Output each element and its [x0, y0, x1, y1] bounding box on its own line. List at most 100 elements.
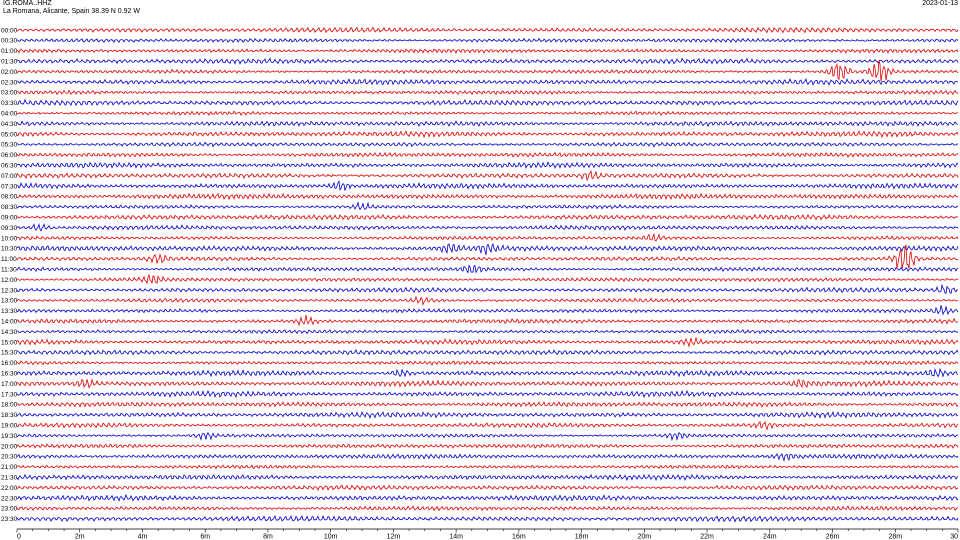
seismogram-trace	[16, 141, 959, 148]
x-axis: 0 2m 4m 6m 8m 10m 12m 14m 16m 18m 20m 22m 24m 26m 28m 3…	[16, 528, 959, 540]
seismogram-trace	[16, 315, 959, 327]
x-tick-label: 12m	[387, 534, 401, 540]
seismogram-trace	[16, 452, 959, 462]
row-label: 13:30	[1, 308, 18, 315]
row-label: 02:30	[1, 79, 18, 86]
seismogram-trace	[16, 244, 959, 270]
seismogram-trace	[16, 110, 959, 117]
row-label: 20:00	[1, 443, 18, 450]
x-tick-label: 4m	[138, 534, 148, 540]
row-label: 19:30	[1, 433, 18, 440]
row-label: 15:30	[1, 350, 18, 357]
seismogram-trace	[16, 464, 959, 470]
row-label: 20:30	[1, 454, 18, 461]
seismogram-trace	[16, 505, 959, 512]
row-label: 08:30	[1, 204, 18, 211]
row-time-labels: 00:00 00:30 01:00 01:30 02:00 02:30 03:00 03:30…	[1, 27, 18, 523]
seismogram-trace	[16, 431, 959, 442]
row-label: 09:30	[1, 225, 18, 232]
row-label: 00:30	[1, 38, 18, 45]
row-label: 09:00	[1, 215, 18, 222]
row-label: 11:30	[1, 267, 17, 274]
seismogram-trace	[16, 26, 959, 34]
row-label: 15:00	[1, 339, 18, 346]
row-label: 14:30	[1, 329, 18, 336]
x-tick-label: 14m	[449, 534, 463, 540]
seismogram-trace	[16, 98, 959, 107]
row-label: 22:30	[1, 495, 18, 502]
seismogram-trace	[16, 201, 959, 211]
seismogram-trace	[16, 180, 959, 191]
row-label: 16:30	[1, 371, 18, 378]
row-label: 08:00	[1, 194, 18, 201]
seismogram-trace	[16, 77, 959, 86]
seismogram-trace	[16, 410, 959, 419]
row-label: 18:00	[1, 402, 18, 409]
seismogram-trace	[16, 389, 959, 399]
seismogram-trace	[16, 283, 959, 295]
seismogram-trace	[16, 161, 959, 169]
seismogram-trace	[16, 192, 959, 201]
seismogram-trace	[16, 37, 959, 43]
seismogram-trace	[16, 378, 959, 389]
row-label: 10:00	[1, 235, 18, 242]
seismogram-trace	[16, 213, 959, 221]
plot-header: IG.ROMA..HHZ La Romana, Alicante, Spain …	[0, 0, 960, 20]
seismogram-trace	[16, 273, 959, 285]
station-location: La Romana, Alicante, Spain 38.39 N 0.92 …	[3, 8, 140, 15]
seismogram-trace	[16, 348, 959, 356]
seismogram-trace	[16, 401, 959, 408]
row-label: 22:00	[1, 485, 18, 492]
row-label: 21:30	[1, 475, 18, 482]
row-label: 19:00	[1, 423, 18, 430]
x-tick-label: 0	[17, 534, 21, 540]
seismogram-trace	[16, 305, 959, 316]
seismogram-trace	[16, 484, 959, 492]
seismogram-trace	[16, 264, 959, 274]
row-label: 17:00	[1, 381, 18, 388]
seismogram-trace	[16, 443, 959, 449]
row-label: 23:00	[1, 506, 18, 513]
row-label: 06:30	[1, 163, 18, 170]
x-tick-label: 16m	[512, 534, 526, 540]
seismogram-trace	[16, 328, 959, 335]
seismogram-trace	[16, 337, 959, 348]
seismogram-trace	[16, 151, 959, 158]
row-label: 11:00	[1, 256, 17, 263]
seismogram-trace	[16, 473, 959, 482]
x-tick-label: 20m	[638, 534, 652, 540]
row-label: 07:30	[1, 183, 18, 190]
row-label: 06:00	[1, 152, 18, 159]
row-label: 03:00	[1, 90, 18, 97]
row-label: 01:00	[1, 48, 18, 55]
row-label: 10:30	[1, 246, 18, 253]
seismogram-trace	[16, 493, 959, 502]
seismogram-trace	[16, 48, 959, 55]
row-label: 04:00	[1, 111, 18, 118]
row-label: 23:30	[1, 516, 18, 523]
x-tick-label: 8m	[263, 534, 273, 540]
row-label: 18:30	[1, 412, 18, 419]
x-tick-label: 28m	[888, 534, 902, 540]
x-tick-label: 18m	[575, 534, 589, 540]
row-label: 00:00	[1, 27, 18, 34]
row-label: 12:00	[1, 277, 18, 284]
seismogram-trace	[16, 367, 959, 378]
seismogram-trace	[16, 57, 959, 65]
seismogram-trace	[16, 120, 959, 128]
seismogram-trace	[16, 222, 959, 232]
x-tick-label: 24m	[763, 534, 777, 540]
row-label: 05:00	[1, 131, 18, 138]
station-code: IG.ROMA..HHZ	[3, 0, 52, 7]
seismogram-trace	[16, 514, 959, 523]
seismogram-trace	[16, 243, 959, 256]
seismogram-trace	[16, 89, 959, 96]
seismogram-trace	[16, 232, 959, 242]
x-tick-label: 2m	[75, 534, 85, 540]
row-label: 12:30	[1, 287, 18, 294]
row-label: 21:00	[1, 464, 18, 471]
x-tick-label: 6m	[200, 534, 210, 540]
seismogram-trace	[16, 420, 959, 431]
seismogram-trace	[16, 359, 959, 366]
